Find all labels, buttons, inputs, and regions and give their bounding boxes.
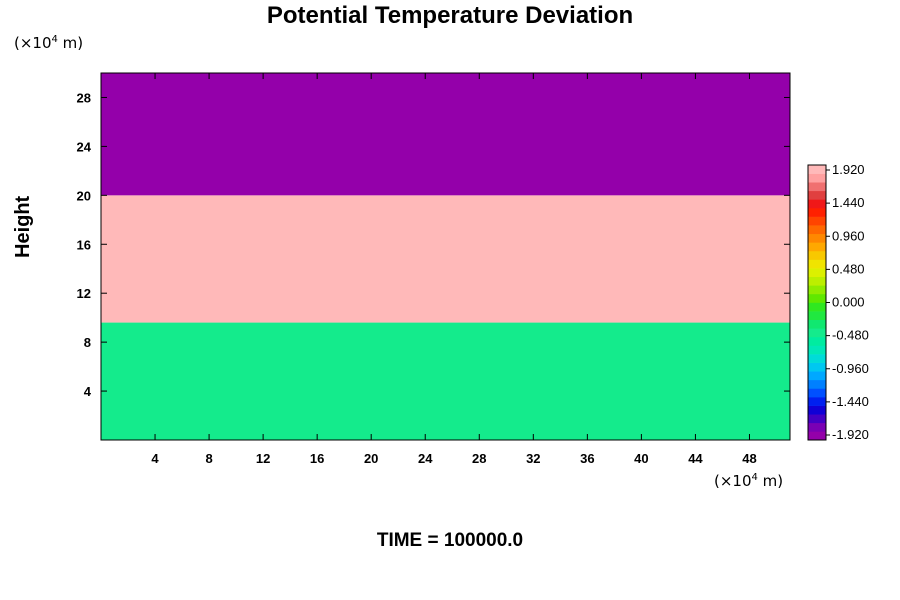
colorbar-segment	[808, 242, 826, 252]
colorbar-segment	[808, 422, 826, 432]
colorbar-segment	[808, 250, 826, 260]
x-tick-label: 8	[205, 451, 212, 466]
x-tick-label: 28	[472, 451, 486, 466]
x-axis: 4 8 12 16 20 24 28 32 36 40 44 48	[151, 73, 757, 466]
colorbar-label: -1.440	[832, 394, 869, 409]
y-tick-label: 8	[84, 335, 91, 350]
y-tick-label: 16	[77, 237, 91, 252]
y-tick-label: 12	[77, 286, 91, 301]
colorbar-segment	[808, 336, 826, 346]
colorbar-segment	[808, 405, 826, 415]
y-tick-label: 4	[84, 384, 92, 399]
colorbar-label: -1.920	[832, 427, 869, 442]
y-tick-label: 20	[77, 188, 91, 203]
colorbar-segment	[808, 259, 826, 269]
layer-lower	[101, 322, 790, 440]
x-tick-label: 4	[151, 451, 159, 466]
colorbar-segment	[808, 345, 826, 355]
x-tick-label: 24	[418, 451, 433, 466]
x-tick-label: 32	[526, 451, 540, 466]
layer-middle	[101, 195, 790, 323]
y-axis: 4 8 12 16 20 24 28	[77, 90, 790, 399]
colorbar-segment	[808, 207, 826, 217]
colorbar-segment	[808, 319, 826, 329]
colorbar-segment	[808, 379, 826, 389]
x-tick-label: 36	[580, 451, 594, 466]
colorbar-segment	[808, 268, 826, 278]
colorbar-segment	[808, 328, 826, 338]
colorbar-segment	[808, 311, 826, 320]
colorbar-segment	[808, 165, 826, 174]
colorbar-segment	[808, 285, 826, 295]
colorbar-segment	[808, 182, 826, 192]
colorbar-segment	[808, 293, 826, 303]
colorbar-segment	[808, 397, 826, 406]
colorbar: 1.920 1.440 0.960 0.480 0.000 -0.480 -0.960 -1.…	[807, 162, 869, 442]
x-tick-label: 12	[256, 451, 270, 466]
colorbar-segment	[808, 302, 826, 312]
layer-upper	[101, 73, 790, 196]
colorbar-segment	[808, 414, 826, 424]
colorbar-segment	[808, 371, 826, 381]
colorbar-segment	[808, 216, 826, 226]
x-tick-label: 44	[688, 451, 703, 466]
colorbar-label: -0.960	[832, 361, 869, 376]
y-unit-label: (×104 m)	[14, 34, 84, 52]
plot-frame	[100, 72, 791, 441]
y-tick-label: 28	[77, 90, 91, 105]
colorbar-segment	[808, 199, 826, 209]
colorbar-segment	[808, 190, 826, 200]
plot-area	[101, 73, 790, 440]
y-tick-label: 24	[77, 139, 92, 154]
colorbar-segment	[808, 276, 826, 286]
x-tick-label: 48	[742, 451, 756, 466]
colorbar-label: 0.000	[832, 295, 865, 310]
colorbar-segment	[808, 173, 826, 183]
chart-title: Potential Temperature Deviation	[266, 2, 634, 29]
x-tick-label: 16	[310, 451, 324, 466]
x-tick-label: 40	[634, 451, 648, 466]
time-label: TIME = 100000.0	[376, 530, 524, 551]
colorbar-label: 1.440	[832, 195, 865, 210]
x-unit-label: (×104 m)	[714, 472, 784, 490]
colorbar-segment	[808, 354, 826, 363]
colorbar-segment	[808, 225, 826, 235]
colorbar-segment	[808, 233, 826, 243]
colorbar-label: 0.960	[832, 228, 865, 243]
colorbar-segment	[808, 388, 826, 398]
colorbar-label: -0.480	[832, 328, 869, 343]
x-tick-label: 20	[364, 451, 378, 466]
colorbar-segment	[808, 362, 826, 372]
colorbar-label: 0.480	[832, 261, 865, 276]
colorbar-label: 1.920	[832, 162, 865, 177]
colorbar-segment	[808, 431, 826, 441]
